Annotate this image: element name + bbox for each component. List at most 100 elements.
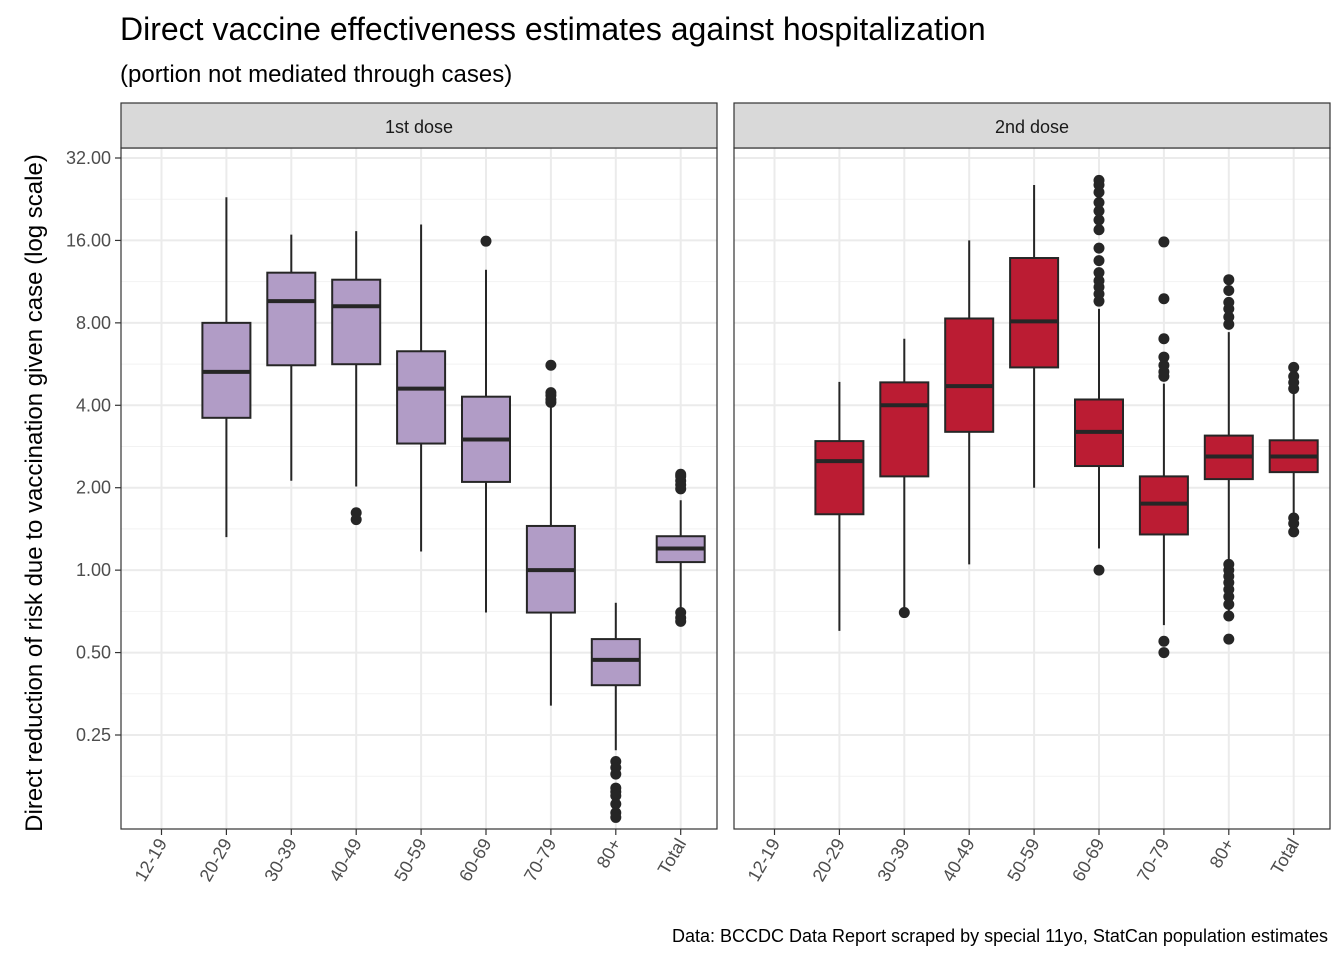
panels: 1st dose 12-19 20-29 30-39 40-49 50-59 60-69 70… [120, 102, 1331, 885]
outlier-point [1223, 633, 1235, 645]
box-40-49 [331, 231, 382, 526]
outlier-point [545, 359, 557, 371]
facet-strip-label: 1st dose [385, 117, 453, 137]
x-tick-label: 50-59 [1003, 835, 1043, 885]
box-body [944, 317, 995, 433]
x-tick-label: 20-29 [196, 835, 236, 885]
x-tick-label: 50-59 [390, 835, 430, 885]
box-body [331, 278, 382, 366]
outlier-point [1093, 224, 1105, 236]
x-tick-label: 20-29 [809, 835, 849, 885]
box-20-29 [201, 197, 252, 538]
outlier-point [675, 468, 687, 480]
outlier-point [610, 790, 622, 802]
outlier-point [610, 811, 622, 823]
x-tick-label: Total [654, 835, 690, 878]
box-30-39 [266, 234, 317, 481]
box-60-69 [461, 235, 511, 613]
box-body [1009, 257, 1060, 369]
outlier-point [1093, 214, 1105, 226]
box-30-39 [879, 338, 930, 619]
box-60-69 [1074, 174, 1124, 576]
outlier-point [610, 798, 622, 810]
box-70-79 [525, 359, 576, 706]
outlier-point [1223, 274, 1235, 286]
facet-strip [120, 102, 718, 149]
outlier-point [1158, 293, 1170, 305]
y-axis-label: Direct reduction of risk due to vaccinat… [21, 154, 48, 832]
outlier-point [1158, 333, 1170, 345]
box-Total [655, 468, 706, 627]
x-tick-label: 60-69 [1068, 835, 1108, 885]
x-tick-label: 12-19 [744, 835, 784, 885]
outlier-point [1093, 255, 1105, 267]
outlier-point [610, 768, 622, 780]
y-tick-label: 0.25 [76, 725, 111, 745]
outlier-point [898, 607, 910, 619]
outlier-point [1288, 518, 1300, 530]
outlier-point [1093, 197, 1105, 209]
box-body [266, 271, 317, 367]
outlier-point [1223, 610, 1235, 622]
y-tick-label: 0.50 [76, 643, 111, 663]
outlier-point [1288, 370, 1300, 382]
outlier-point [480, 235, 492, 247]
y-axis: 0.25 0.50 1.00 2.00 4.00 8.00 16.00 32.00 [66, 148, 121, 745]
outlier-point [1288, 526, 1300, 538]
outlier-point [1158, 236, 1170, 248]
box-80+ [1203, 274, 1254, 645]
x-tick-label: 12-19 [131, 835, 171, 885]
outlier-point [1093, 564, 1105, 576]
outlier-point [1223, 296, 1235, 308]
y-tick-label: 4.00 [76, 395, 111, 415]
box-body [590, 638, 641, 687]
box-40-49 [944, 240, 995, 565]
y-tick-label: 8.00 [76, 313, 111, 333]
y-tick-label: 1.00 [76, 560, 111, 580]
box-20-29 [814, 381, 865, 631]
x-tick-label: Total [1267, 835, 1303, 878]
x-tick-label: 70-79 [520, 835, 560, 885]
chart-subtitle: (portion not mediated through cases) [120, 61, 512, 88]
outlier-point [1223, 311, 1235, 323]
panel-2: 2nd dose 12-19 20-29 30-39 40-49 50-59 60-69 70… [733, 102, 1331, 885]
outlier-point [1223, 285, 1235, 297]
box-body [396, 350, 447, 445]
outlier-point [1093, 267, 1105, 279]
box-50-59 [1009, 185, 1060, 488]
outlier-point [1223, 558, 1235, 570]
y-tick-label: 16.00 [66, 230, 111, 250]
outlier-point [1158, 647, 1170, 659]
outlier-point [675, 615, 687, 627]
box-body [879, 381, 930, 478]
facet-strip [733, 102, 1331, 149]
box-70-79 [1138, 236, 1189, 659]
box-Total [1268, 361, 1319, 538]
outlier-point [1223, 598, 1235, 610]
outlier-point [1093, 205, 1105, 217]
outlier-point [1093, 174, 1105, 186]
x-tick-label: 30-39 [260, 835, 300, 885]
box-50-59 [396, 224, 447, 552]
outlier-point [545, 396, 557, 408]
facet-strip-label: 2nd dose [995, 117, 1069, 137]
x-tick-label: 40-49 [938, 835, 978, 885]
box-body [814, 440, 865, 516]
y-tick-label: 32.00 [66, 148, 111, 168]
x-tick-label: 40-49 [325, 835, 365, 885]
x-tick-label: 80+ [593, 835, 626, 871]
panel-1: 1st dose 12-19 20-29 30-39 40-49 50-59 60-69 70… [120, 102, 718, 885]
y-tick-label: 2.00 [76, 478, 111, 498]
outlier-point [1288, 361, 1300, 373]
x-tick-label: 60-69 [455, 835, 495, 885]
outlier-point [1158, 359, 1170, 371]
box-80+ [590, 602, 641, 823]
x-tick-label: 70-79 [1133, 835, 1173, 885]
chart-title: Direct vaccine effectiveness estimates a… [120, 11, 986, 47]
outlier-point [1158, 351, 1170, 363]
chart-caption: Data: BCCDC Data Report scraped by speci… [672, 926, 1328, 946]
x-tick-label: 80+ [1206, 835, 1239, 871]
outlier-point [350, 514, 362, 526]
outlier-point [1158, 635, 1170, 647]
